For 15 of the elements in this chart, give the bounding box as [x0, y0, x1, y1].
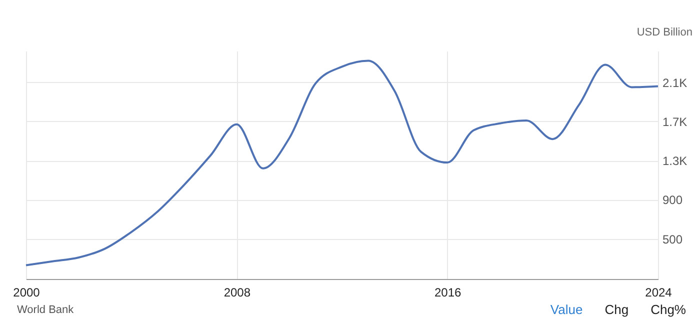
y-tick-label: 1.7K — [662, 114, 688, 129]
y-tick-label: 900 — [662, 193, 683, 208]
x-tick-label: 2000 — [13, 286, 40, 300]
x-tick-label: 2008 — [224, 286, 251, 300]
text: Chg% — [650, 302, 686, 317]
x-tick-label: 2024 — [645, 286, 672, 300]
text: Chg — [604, 302, 629, 317]
x-tick-label: 2016 — [434, 286, 462, 300]
text: Value — [550, 302, 583, 317]
y-tick-label: 1.3K — [662, 154, 688, 168]
y-axis-title: USD Billion — [636, 26, 692, 38]
line-series — [25, 60, 659, 266]
y-tick-label: 2.1K — [662, 76, 688, 90]
y-tick-label: 500 — [662, 232, 683, 246]
text: World Bank — [17, 304, 74, 316]
